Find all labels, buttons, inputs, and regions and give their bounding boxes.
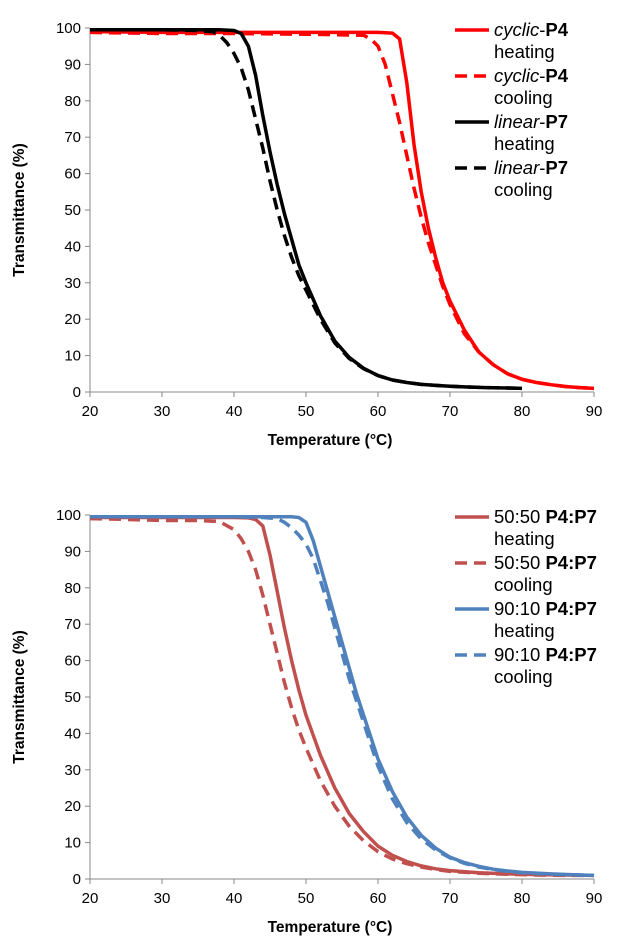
chart-1: 0 10 20 30 40 50 60 70 80 90 100 20 30 40 50 60 70 80 90 Te… — [11, 19, 602, 449]
legend-label-2: cyclic-P4 — [494, 65, 569, 86]
x-tick-label: 50 — [298, 890, 315, 907]
legend-label-part: linear — [494, 157, 540, 178]
y-tick-label: 100 — [56, 507, 81, 524]
y-tick-label: 100 — [56, 20, 81, 37]
legend-label-part: P4 — [545, 65, 568, 86]
legend-label-part: P7 — [545, 111, 568, 132]
x-axis-label: Temperature (°C) — [268, 919, 393, 936]
x-tick-label: 70 — [442, 403, 459, 420]
x-tick-label: 30 — [154, 890, 171, 907]
y-tick-label: 0 — [73, 384, 81, 401]
legend-label-4: 90:10 P4:P7 — [494, 644, 597, 665]
x-tick-label: 70 — [442, 890, 459, 907]
legend-label-part: P4:P7 — [545, 552, 596, 573]
legend-label-part: 50:50 — [494, 552, 545, 573]
x-tick-label: 20 — [82, 890, 99, 907]
y-tick-label: 70 — [64, 616, 81, 633]
legend-label-3: 90:10 P4:P7 — [494, 598, 597, 619]
y-tick-label: 70 — [64, 129, 81, 146]
x-tick-label: 80 — [514, 890, 531, 907]
series-line-4 — [90, 28, 523, 391]
legend-label-3: linear-P7 — [494, 111, 568, 132]
x-tick-label: 50 — [298, 403, 315, 420]
y-tick-label: 10 — [64, 348, 81, 365]
legend-label-part: P4:P7 — [545, 598, 596, 619]
legend: cyclic-P4heatingcyclic-P4coolinglinear-P… — [455, 19, 569, 200]
legend-sublabel-4: cooling — [494, 179, 553, 200]
y-tick-label: 80 — [64, 93, 81, 110]
x-tick-label: 60 — [370, 890, 387, 907]
x-tick-label: 40 — [226, 403, 243, 420]
y-tick-label: 0 — [73, 871, 81, 888]
legend-label-part: - — [539, 65, 545, 86]
legend-label-1: cyclic-P4 — [494, 19, 569, 40]
legend-label-part: - — [539, 157, 545, 178]
x-tick-label: 60 — [370, 403, 387, 420]
legend-label-part: linear — [494, 111, 540, 132]
legend-label-part: P7 — [545, 157, 568, 178]
x-tick-label: 90 — [586, 890, 603, 907]
series-line-4 — [90, 515, 595, 878]
legend-sublabel-2: cooling — [494, 574, 553, 595]
x-tick-label: 90 — [586, 403, 603, 420]
legend-sublabel-1: heating — [494, 528, 555, 549]
legend-label-part: P4:P7 — [545, 506, 596, 527]
legend-sublabel-3: heating — [494, 133, 555, 154]
y-tick-label: 30 — [64, 275, 81, 292]
y-tick-label: 90 — [64, 543, 81, 560]
legend-sublabel-2: cooling — [494, 87, 553, 108]
legend-label-part: - — [539, 19, 545, 40]
legend-label-part: cyclic — [494, 19, 540, 40]
y-tick-label: 20 — [64, 798, 81, 815]
y-tick-label: 60 — [64, 653, 81, 670]
legend-label-2: 50:50 P4:P7 — [494, 552, 597, 573]
y-tick-label: 10 — [64, 835, 81, 852]
legend-label-4: linear-P7 — [494, 157, 568, 178]
legend-label-part: P4:P7 — [545, 644, 596, 665]
legend-label-1: 50:50 P4:P7 — [494, 506, 597, 527]
legend-label-part: P4 — [545, 19, 568, 40]
y-tick-label: 40 — [64, 238, 81, 255]
y-tick-label: 80 — [64, 580, 81, 597]
y-tick-label: 40 — [64, 725, 81, 742]
x-tick-label: 40 — [226, 890, 243, 907]
legend-sublabel-4: cooling — [494, 666, 553, 687]
y-tick-label: 60 — [64, 166, 81, 183]
y-tick-label: 30 — [64, 762, 81, 779]
legend-label-part: 90:10 — [494, 644, 545, 665]
series-line-2 — [89, 516, 594, 878]
legend-label-part: 50:50 — [494, 506, 545, 527]
x-tick-label: 20 — [82, 403, 99, 420]
x-tick-label: 30 — [154, 403, 171, 420]
series-line-2 — [89, 30, 595, 391]
legend-sublabel-1: heating — [494, 41, 555, 62]
legend-label-part: cyclic — [494, 65, 540, 86]
series-line-3 — [90, 28, 523, 391]
legend-label-part: 90:10 — [494, 598, 545, 619]
y-axis-label: Transmittance (%) — [11, 143, 28, 277]
x-tick-label: 80 — [514, 403, 531, 420]
legend-sublabel-3: heating — [494, 620, 555, 641]
legend-label-part: - — [539, 111, 545, 132]
y-tick-label: 20 — [64, 311, 81, 328]
x-axis-label: Temperature (°C) — [268, 432, 393, 449]
y-tick-label: 50 — [64, 689, 81, 706]
chart-2: 0 10 20 30 40 50 60 70 80 90 100 20 30 40 50 60 70 80 90 Te… — [11, 506, 602, 936]
y-axis-label: Transmittance (%) — [11, 630, 28, 764]
y-tick-label: 50 — [64, 202, 81, 219]
y-tick-label: 90 — [64, 56, 81, 73]
